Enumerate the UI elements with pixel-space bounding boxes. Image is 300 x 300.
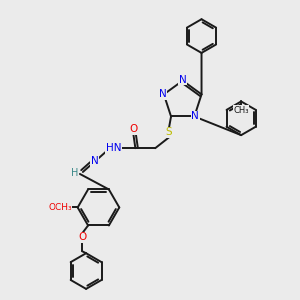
Text: N: N bbox=[191, 112, 199, 122]
Text: O: O bbox=[78, 232, 86, 242]
Text: N: N bbox=[159, 89, 167, 99]
Text: N: N bbox=[179, 75, 187, 85]
Text: N: N bbox=[91, 156, 99, 166]
Text: S: S bbox=[166, 127, 172, 137]
Text: CH₃: CH₃ bbox=[233, 106, 249, 115]
Text: OCH₃: OCH₃ bbox=[48, 203, 72, 212]
Text: H: H bbox=[71, 168, 79, 178]
Text: HN: HN bbox=[106, 143, 121, 153]
Text: O: O bbox=[129, 124, 137, 134]
